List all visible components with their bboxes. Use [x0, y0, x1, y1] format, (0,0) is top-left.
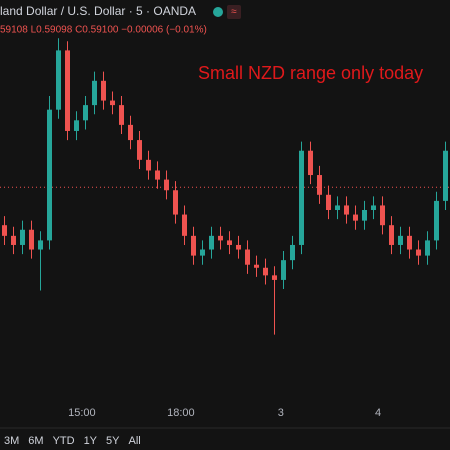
- symbol-title: land Dollar / U.S. Dollar · 5 · OANDA: [0, 4, 196, 18]
- range-button[interactable]: 5Y: [106, 435, 120, 447]
- candle-body: [119, 105, 124, 125]
- candle-body: [416, 249, 421, 256]
- x-tick-label: 18:00: [167, 407, 195, 419]
- candle-body: [128, 124, 133, 141]
- candle-body: [155, 170, 160, 180]
- candle-body: [83, 105, 88, 121]
- candle-body: [326, 194, 331, 210]
- candle-body: [299, 150, 304, 245]
- candle-body: [434, 200, 439, 241]
- ohlc-readout: 59108 L0.59098 C0.59100 −0.00006 (−0.01%…: [0, 25, 207, 36]
- candle-body: [317, 175, 322, 195]
- icon-glyph: ≈: [231, 7, 237, 18]
- candle-body: [182, 214, 187, 236]
- candle-body: [380, 205, 385, 226]
- range-button[interactable]: 6M: [28, 435, 43, 447]
- candle-body: [371, 205, 376, 210]
- candle-body: [236, 244, 241, 250]
- candle-body: [443, 150, 448, 201]
- status-dot: [213, 7, 223, 17]
- candle-body: [101, 80, 106, 101]
- candle-body: [200, 249, 205, 256]
- candle-body: [2, 225, 7, 236]
- candle-body: [218, 235, 223, 241]
- candle-body: [254, 264, 259, 268]
- icon-badge: [227, 5, 241, 19]
- candle-body: [38, 240, 43, 250]
- annotation: Small NZD range only today: [198, 63, 423, 83]
- candle-body: [164, 179, 169, 191]
- candle-body: [209, 235, 214, 250]
- range-button[interactable]: YTD: [53, 435, 75, 447]
- candle-body: [272, 275, 277, 280]
- candle-body: [353, 214, 358, 221]
- x-tick-label: 15:00: [68, 407, 96, 419]
- x-tick-label: 4: [375, 407, 381, 419]
- candle-body: [110, 100, 115, 106]
- x-tick-label: 3: [278, 407, 284, 419]
- candle-body: [362, 210, 367, 221]
- candle-body: [425, 240, 430, 256]
- candle-body: [65, 50, 70, 131]
- candle-body: [263, 267, 268, 276]
- candle-body: [137, 140, 142, 160]
- candle-body: [227, 240, 232, 245]
- range-button[interactable]: 3M: [4, 435, 19, 447]
- candle-body: [290, 244, 295, 261]
- candle-body: [146, 159, 151, 171]
- candle-body: [344, 205, 349, 215]
- candle-body: [92, 80, 97, 106]
- candle-body: [29, 229, 34, 250]
- candle-body: [245, 249, 250, 265]
- range-button[interactable]: 1Y: [84, 435, 98, 447]
- candle-body: [191, 235, 196, 256]
- candle-body: [407, 235, 412, 250]
- candle-body: [47, 109, 52, 241]
- candle-body: [335, 205, 340, 210]
- range-button[interactable]: All: [129, 435, 141, 447]
- candle-body: [173, 190, 178, 215]
- candle-body: [308, 150, 313, 176]
- candle-body: [281, 260, 286, 280]
- candle-body: [398, 235, 403, 245]
- candle-body: [389, 225, 394, 245]
- candle-body: [56, 50, 61, 110]
- candle-body: [74, 120, 79, 131]
- candle-body: [11, 235, 16, 245]
- candle-body: [20, 229, 25, 245]
